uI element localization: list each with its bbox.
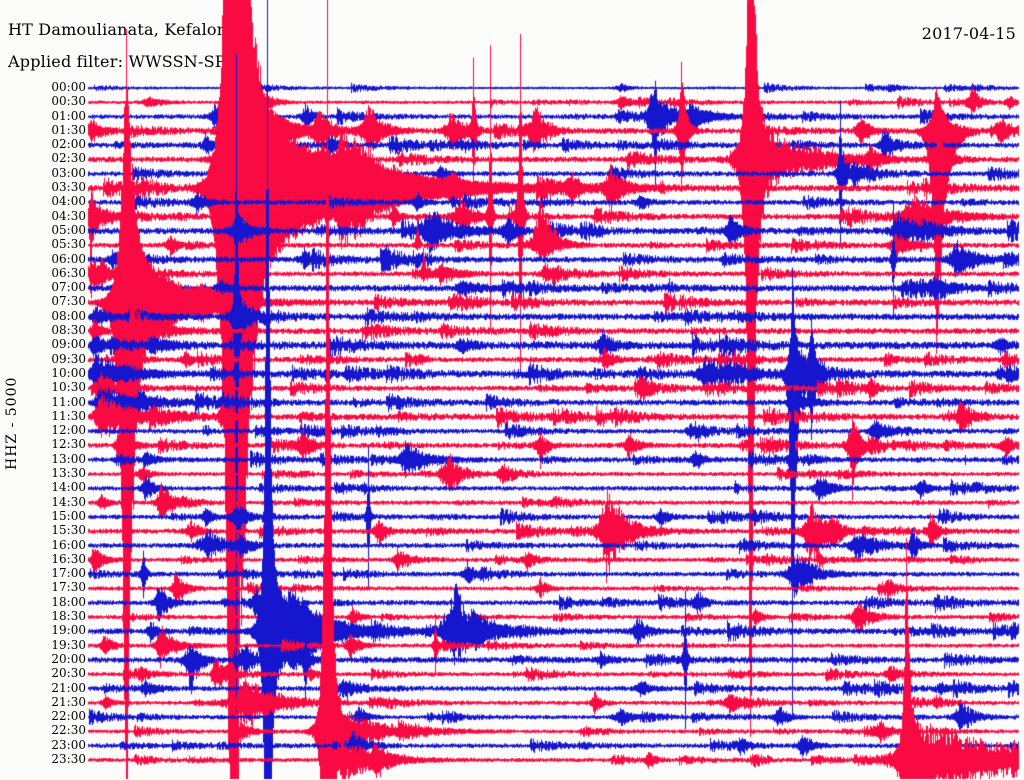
time-label: 19:30: [51, 637, 86, 652]
time-label: 06:00: [51, 251, 86, 266]
time-label: 02:00: [51, 137, 86, 152]
time-label: 07:30: [51, 294, 86, 309]
time-label: 00:00: [51, 80, 86, 94]
time-label: 18:00: [51, 594, 86, 609]
time-label: 04:00: [51, 194, 86, 209]
time-label: 13:30: [51, 466, 86, 481]
time-label: 12:00: [51, 423, 86, 438]
time-label: 05:30: [51, 237, 86, 252]
time-label: 00:30: [51, 94, 86, 109]
time-label: 06:30: [51, 265, 86, 280]
time-label: 05:00: [51, 222, 86, 237]
time-label: 11:00: [51, 394, 86, 409]
time-label: 12:30: [51, 437, 86, 452]
time-label: 22:30: [51, 723, 86, 738]
time-label: 11:30: [51, 408, 86, 423]
time-label: 20:00: [51, 651, 86, 666]
time-label: 13:00: [51, 451, 86, 466]
time-label: 01:30: [51, 122, 86, 137]
time-label: 04:30: [51, 208, 86, 223]
time-label: 14:30: [51, 494, 86, 509]
time-label: 03:00: [51, 165, 86, 180]
time-label: 09:00: [51, 337, 86, 352]
time-label: 16:30: [51, 551, 86, 566]
time-label: 02:30: [51, 151, 86, 166]
time-label: 22:00: [51, 709, 86, 724]
time-label: 20:30: [51, 666, 86, 681]
time-label: 18:30: [51, 609, 86, 624]
time-label: 23:00: [51, 737, 86, 752]
time-label: 03:30: [51, 180, 86, 195]
time-label: 17:30: [51, 580, 86, 595]
time-label: 07:00: [51, 280, 86, 295]
time-label: 14:00: [51, 480, 86, 495]
time-label: 15:00: [51, 508, 86, 523]
time-label: 10:00: [51, 365, 86, 380]
time-label: 10:30: [51, 380, 86, 395]
time-label: 19:00: [51, 623, 86, 638]
time-axis: 00:00 00:30 01:00 01:30 02:00 02:30 03:00 03:30…: [0, 0, 86, 780]
time-label: 01:00: [51, 108, 86, 123]
time-label: 15:30: [51, 523, 86, 538]
date-label: 2017-04-15: [921, 24, 1016, 43]
time-label: 09:30: [51, 351, 86, 366]
time-label: 21:00: [51, 680, 86, 695]
time-label: 16:00: [51, 537, 86, 552]
time-label: 08:00: [51, 308, 86, 323]
time-label: 17:00: [51, 566, 86, 581]
time-label: 08:30: [51, 323, 86, 338]
time-label: 23:30: [51, 752, 86, 766]
time-label: 21:30: [51, 694, 86, 709]
